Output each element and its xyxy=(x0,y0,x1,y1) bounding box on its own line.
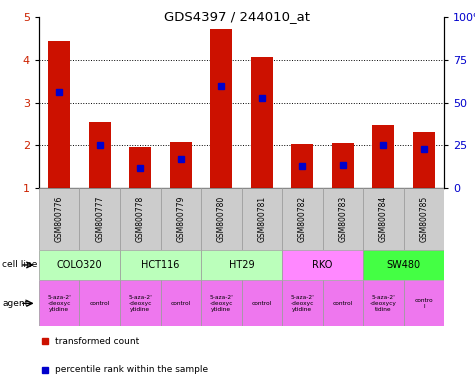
Bar xyxy=(210,29,232,188)
Text: control: control xyxy=(252,301,272,306)
Bar xyxy=(323,280,363,326)
Text: control: control xyxy=(171,301,191,306)
Bar xyxy=(363,280,404,326)
Bar xyxy=(282,188,323,250)
Text: GSM800779: GSM800779 xyxy=(176,196,185,242)
Bar xyxy=(242,280,282,326)
Text: contro
l: contro l xyxy=(415,298,433,309)
Text: 5-aza-2'
-deoxyc
ytidine: 5-aza-2' -deoxyc ytidine xyxy=(209,295,233,312)
Bar xyxy=(201,280,242,326)
Bar xyxy=(291,144,314,188)
Bar xyxy=(79,188,120,250)
Bar xyxy=(413,132,435,188)
Text: percentile rank within the sample: percentile rank within the sample xyxy=(55,365,208,374)
Bar xyxy=(363,250,444,280)
Bar xyxy=(120,280,161,326)
Text: GSM800776: GSM800776 xyxy=(55,196,64,242)
Bar xyxy=(282,280,323,326)
Bar xyxy=(170,142,192,188)
Bar xyxy=(79,280,120,326)
Bar xyxy=(332,143,354,188)
Bar xyxy=(404,188,444,250)
Text: GSM800777: GSM800777 xyxy=(95,196,104,242)
Bar xyxy=(120,188,161,250)
Text: cell line: cell line xyxy=(2,260,38,270)
Bar xyxy=(372,125,395,188)
Text: 5-aza-2'
-deoxyc
ytidine: 5-aza-2' -deoxyc ytidine xyxy=(128,295,152,312)
Bar xyxy=(161,188,201,250)
Text: control: control xyxy=(332,301,353,306)
Bar xyxy=(129,147,152,188)
Bar xyxy=(404,280,444,326)
Bar xyxy=(39,188,79,250)
Bar xyxy=(323,188,363,250)
Bar xyxy=(201,250,282,280)
Text: GSM800784: GSM800784 xyxy=(379,196,388,242)
Bar xyxy=(120,250,201,280)
Bar xyxy=(39,250,120,280)
Bar xyxy=(48,41,70,188)
Text: GSM800780: GSM800780 xyxy=(217,196,226,242)
Text: control: control xyxy=(90,301,110,306)
Bar xyxy=(251,58,273,188)
Text: GSM800782: GSM800782 xyxy=(298,196,307,242)
Text: HT29: HT29 xyxy=(229,260,254,270)
Text: GSM800778: GSM800778 xyxy=(136,196,145,242)
Text: GDS4397 / 244010_at: GDS4397 / 244010_at xyxy=(164,10,311,23)
Bar xyxy=(161,280,201,326)
Text: agent: agent xyxy=(2,299,28,308)
Text: transformed count: transformed count xyxy=(55,337,139,346)
Text: 5-aza-2'
-deoxyc
ytidine: 5-aza-2' -deoxyc ytidine xyxy=(48,295,71,312)
Bar xyxy=(363,188,404,250)
Bar xyxy=(242,188,282,250)
Text: SW480: SW480 xyxy=(387,260,421,270)
Text: GSM800781: GSM800781 xyxy=(257,196,266,242)
Bar xyxy=(282,250,363,280)
Bar xyxy=(39,280,79,326)
Bar xyxy=(88,122,111,188)
Text: COLO320: COLO320 xyxy=(57,260,102,270)
Text: HCT116: HCT116 xyxy=(142,260,180,270)
Text: 5-aza-2'
-deoxycy
tidine: 5-aza-2' -deoxycy tidine xyxy=(370,295,397,312)
Text: RKO: RKO xyxy=(313,260,333,270)
Bar xyxy=(201,188,242,250)
Text: GSM800785: GSM800785 xyxy=(419,196,428,242)
Text: GSM800783: GSM800783 xyxy=(338,196,347,242)
Text: 5-aza-2'
-deoxyc
ytidine: 5-aza-2' -deoxyc ytidine xyxy=(290,295,314,312)
